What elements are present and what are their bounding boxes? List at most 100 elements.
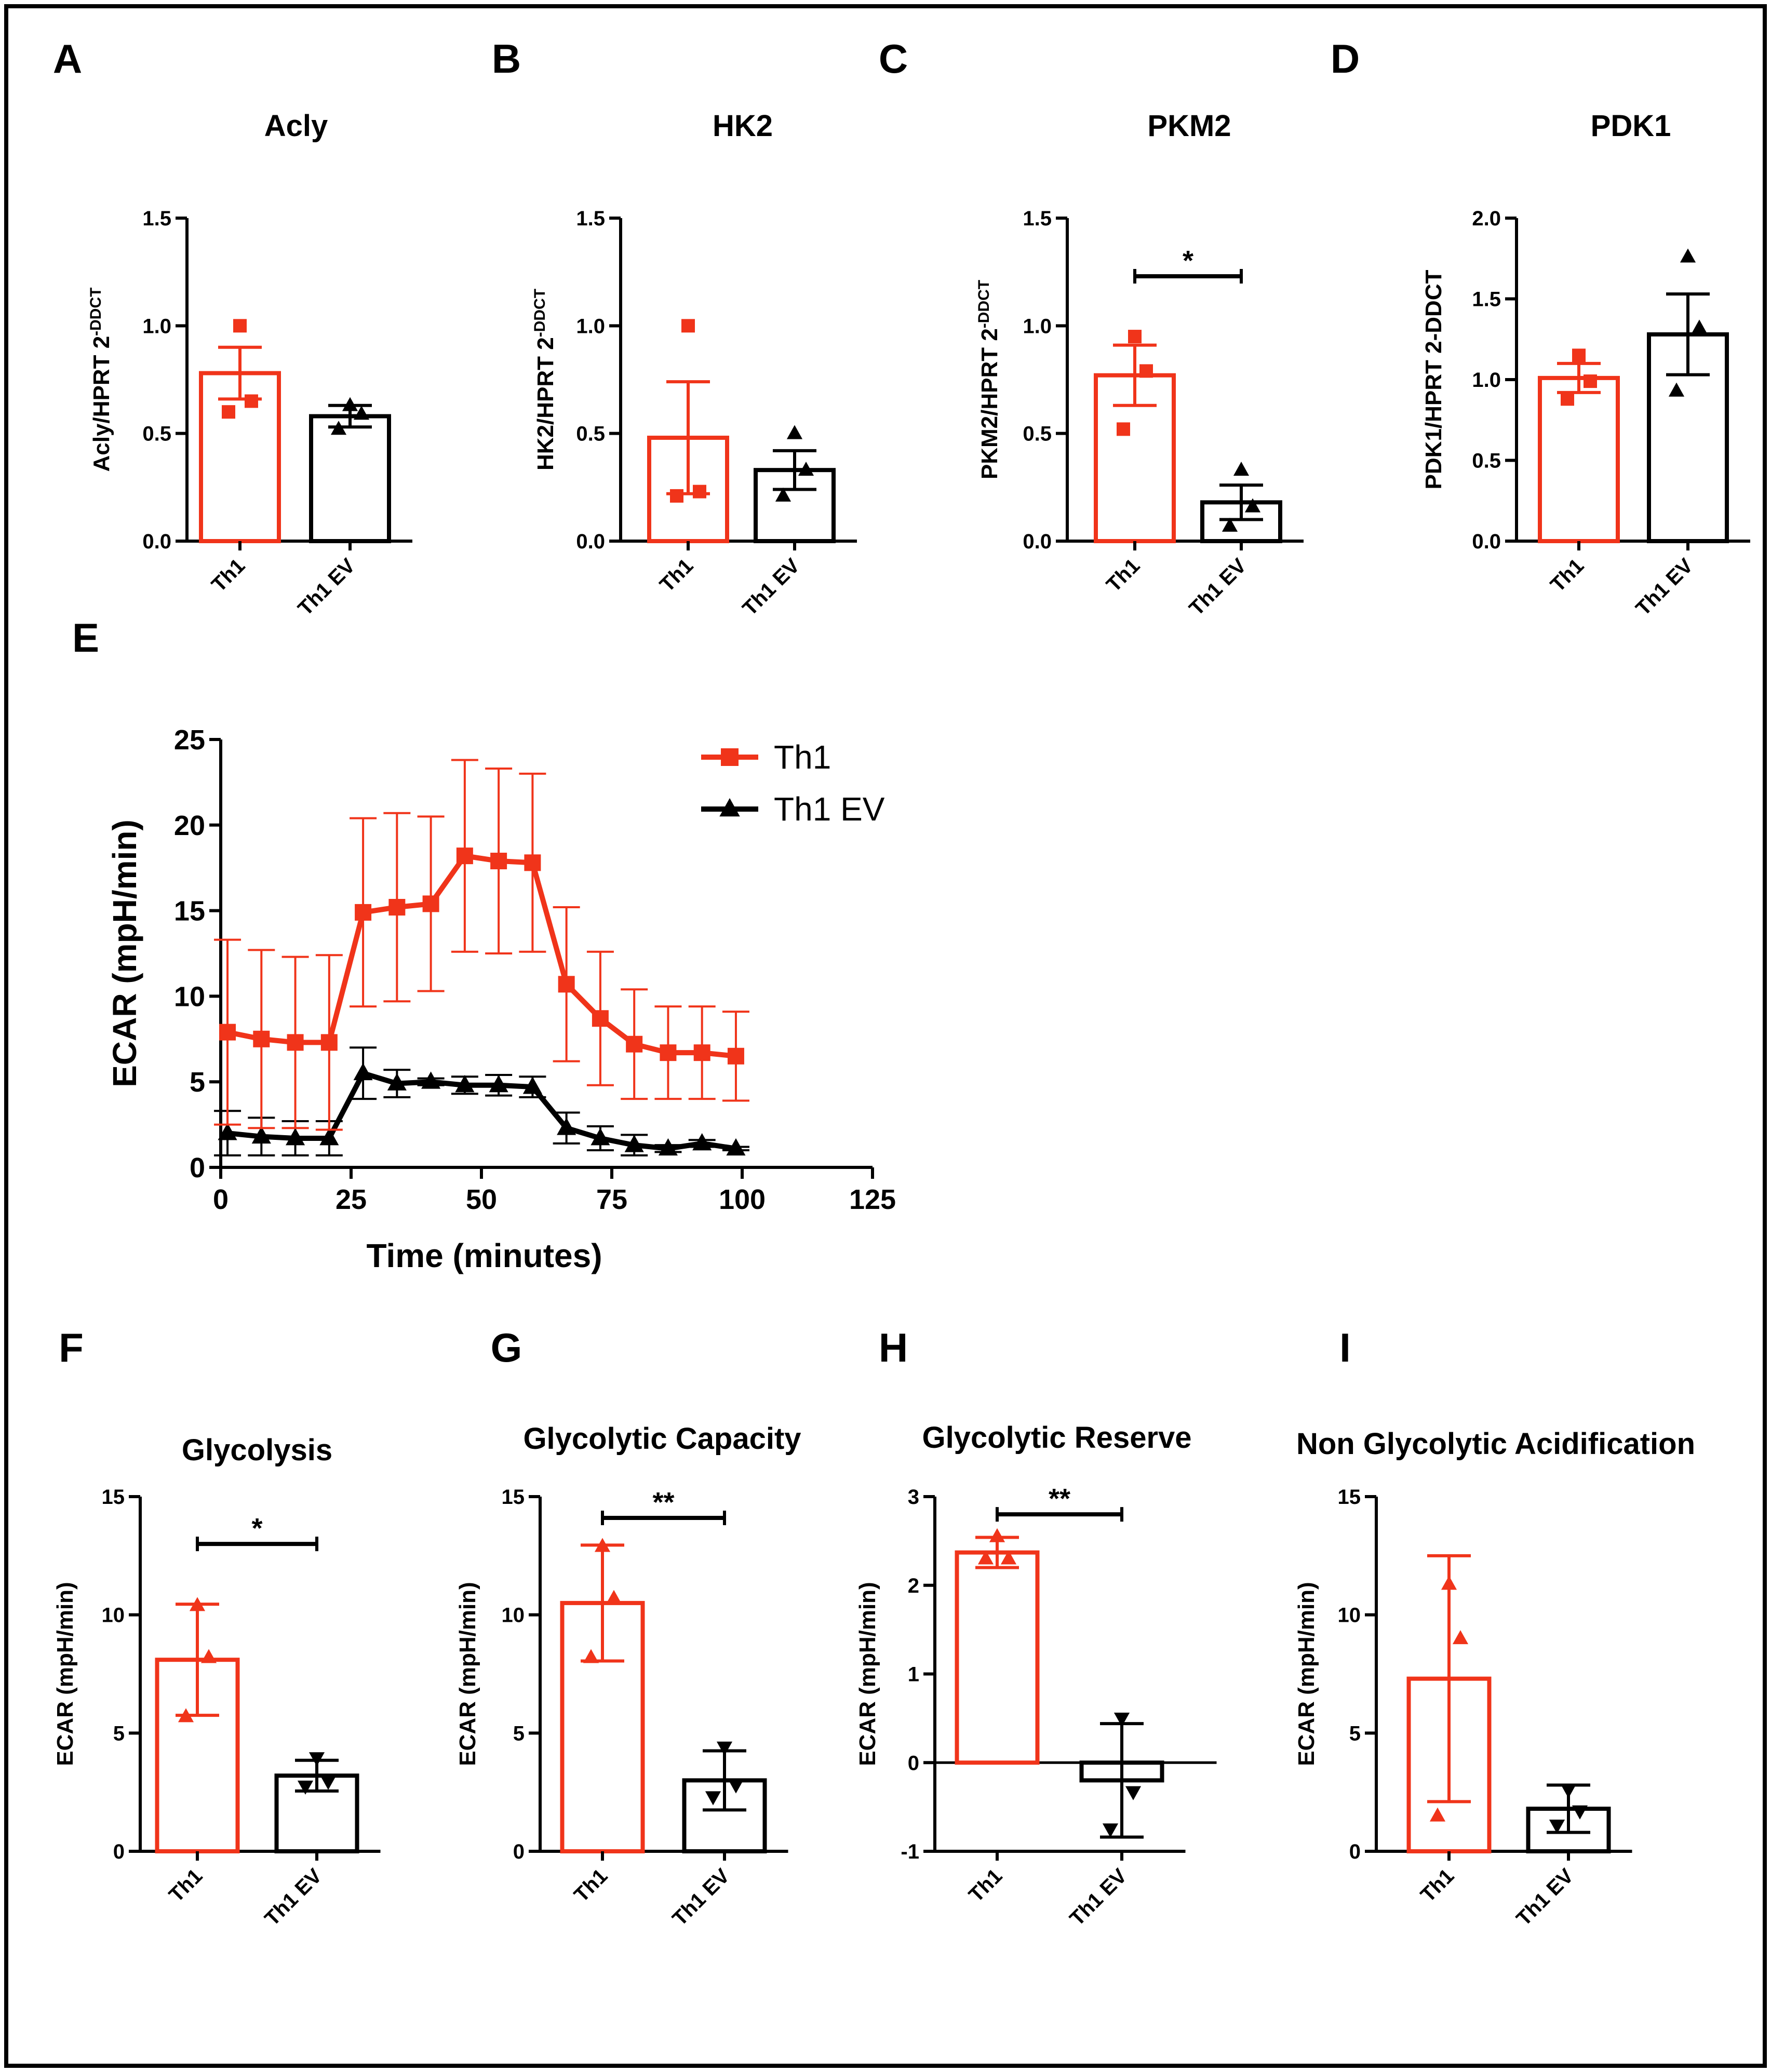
data-point	[287, 1034, 304, 1051]
panel-label: G	[491, 1325, 522, 1370]
data-point	[592, 1010, 609, 1027]
y-axis-label: ECAR (mpH/min)	[1294, 1582, 1319, 1766]
data-point	[489, 1074, 508, 1093]
y-tick-label: 5	[1349, 1722, 1361, 1745]
data-point	[558, 976, 575, 993]
y-tick-label: 1.5	[576, 207, 605, 230]
y-tick-label: 1.5	[1023, 207, 1052, 230]
y-tick-label: 0.5	[576, 423, 605, 446]
data-point	[786, 425, 803, 439]
panel-label: E	[72, 615, 99, 661]
data-point	[557, 1118, 576, 1135]
data-point	[1000, 1550, 1017, 1565]
data-point	[251, 1126, 271, 1144]
data-point	[320, 1775, 337, 1790]
data-point	[977, 1550, 994, 1565]
data-point	[1691, 319, 1708, 334]
y-tick-label: 1.0	[1472, 369, 1501, 392]
data-point	[330, 421, 347, 435]
panel-label: C	[879, 36, 908, 82]
legend-label: Th1	[774, 738, 831, 776]
y-axis-label: ECAR (mpH/min)	[52, 1582, 78, 1766]
y-tick-label: 0	[513, 1840, 525, 1863]
figure-border	[4, 4, 1767, 2068]
chart-panel-e: E 0 5 10 15 20 25 0 25 50 75 100 125 Time (minutes) EC…	[72, 615, 896, 1274]
data-point	[286, 1128, 305, 1146]
series-th1	[214, 759, 749, 1131]
chart-title: PKM2	[1147, 109, 1231, 143]
data-point	[1680, 248, 1696, 263]
data-point	[308, 1752, 325, 1767]
data-point	[353, 406, 370, 420]
y-axis-label: ECAR (mpH/min)	[455, 1582, 480, 1766]
data-point	[1117, 422, 1130, 436]
y-tick-label: 15	[502, 1486, 525, 1509]
y-axis-label: HK2/HPRT 2-DDCT	[531, 289, 558, 470]
y-tick-label: 20	[174, 810, 205, 841]
data-point	[1429, 1807, 1446, 1822]
data-point	[200, 1649, 217, 1663]
x-tick-label: 25	[336, 1184, 367, 1215]
chart-title: Non Glycolytic Acidification	[1296, 1427, 1695, 1461]
y-axis-label: PDK1/HPRT 2-DDCT	[1421, 270, 1446, 489]
y-tick-label: 1	[908, 1663, 919, 1686]
legend-label: Th1 EV	[774, 790, 885, 828]
data-point	[342, 397, 358, 411]
y-tick-label: 25	[174, 724, 205, 756]
x-tick-label: 125	[849, 1184, 896, 1215]
y-axis-label: Acly/HPRT 2-DDCT	[87, 288, 114, 472]
y-tick-label: 2	[908, 1575, 919, 1597]
data-point	[218, 1123, 237, 1140]
chart-title: Glycolysis	[182, 1433, 332, 1467]
data-point	[1549, 1819, 1565, 1834]
y-tick-label: 10	[502, 1604, 525, 1627]
data-point	[1113, 1712, 1130, 1727]
data-point	[693, 1044, 710, 1061]
x-axis-label: Time (minutes)	[367, 1237, 602, 1274]
x-tick-label: 50	[466, 1184, 497, 1215]
chart-title: Acly	[264, 109, 328, 143]
data-point	[1222, 517, 1238, 532]
chart-title: PDK1	[1591, 109, 1671, 143]
y-tick-label: 5	[190, 1067, 205, 1098]
x-tick-label: 75	[596, 1184, 627, 1215]
data-point	[1452, 1630, 1469, 1645]
significance-label: **	[1049, 1483, 1070, 1514]
panel-label: I	[1339, 1325, 1351, 1370]
y-tick-label: 0.0	[576, 530, 605, 553]
series-line	[227, 1070, 736, 1151]
data-point	[989, 1528, 1005, 1542]
y-tick-label: 1.0	[1023, 315, 1052, 338]
data-point	[353, 1062, 373, 1081]
data-point	[594, 1538, 611, 1552]
chart-title: Glycolytic Capacity	[523, 1422, 801, 1456]
data-point	[1572, 1805, 1588, 1820]
panel-label: H	[879, 1325, 908, 1370]
data-point	[728, 1779, 744, 1794]
data-point	[1441, 1576, 1457, 1590]
data-point	[1128, 330, 1142, 344]
y-tick-label: 0.0	[1472, 530, 1501, 553]
legend-marker	[721, 748, 739, 766]
data-point	[1560, 1784, 1577, 1798]
significance-label: **	[652, 1487, 674, 1518]
chart-title: Glycolytic Reserve	[922, 1421, 1191, 1455]
data-point	[624, 1135, 644, 1152]
panel-label: A	[53, 36, 82, 82]
y-tick-label: 0.0	[1023, 530, 1052, 553]
data-point	[253, 1030, 270, 1047]
data-point	[693, 485, 706, 499]
y-tick-label: 15	[102, 1486, 125, 1509]
x-tick-label: 100	[719, 1184, 766, 1215]
data-point	[1668, 382, 1685, 397]
legend-marker	[719, 798, 740, 817]
y-tick-label: 15	[1338, 1486, 1361, 1509]
x-tick-label: 0	[213, 1184, 229, 1215]
y-tick-label: 0	[190, 1152, 205, 1183]
y-tick-label: 0.5	[142, 423, 171, 446]
data-point	[388, 899, 406, 916]
series-th1-ev	[214, 1046, 749, 1156]
significance-label: *	[251, 1513, 262, 1544]
y-tick-label: 0	[908, 1752, 919, 1774]
